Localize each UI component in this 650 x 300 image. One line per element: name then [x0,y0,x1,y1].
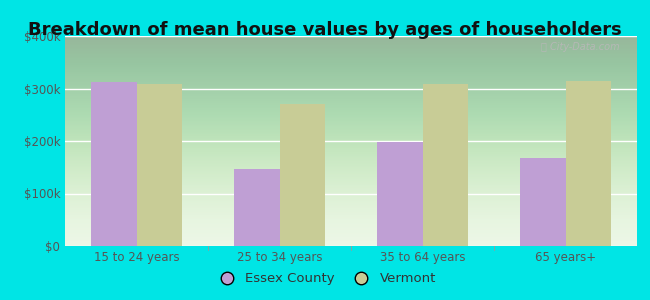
Legend: Essex County, Vermont: Essex County, Vermont [209,267,441,290]
Bar [280,104,325,246]
Bar [566,81,611,246]
Bar [234,169,280,246]
Bar [520,158,566,246]
Bar [91,82,136,246]
Text: Breakdown of mean house values by ages of householders: Breakdown of mean house values by ages o… [28,21,622,39]
Bar [422,84,468,246]
Bar [136,84,182,246]
Bar [377,142,423,246]
Text: ⓘ City-Data.com: ⓘ City-Data.com [541,42,620,52]
